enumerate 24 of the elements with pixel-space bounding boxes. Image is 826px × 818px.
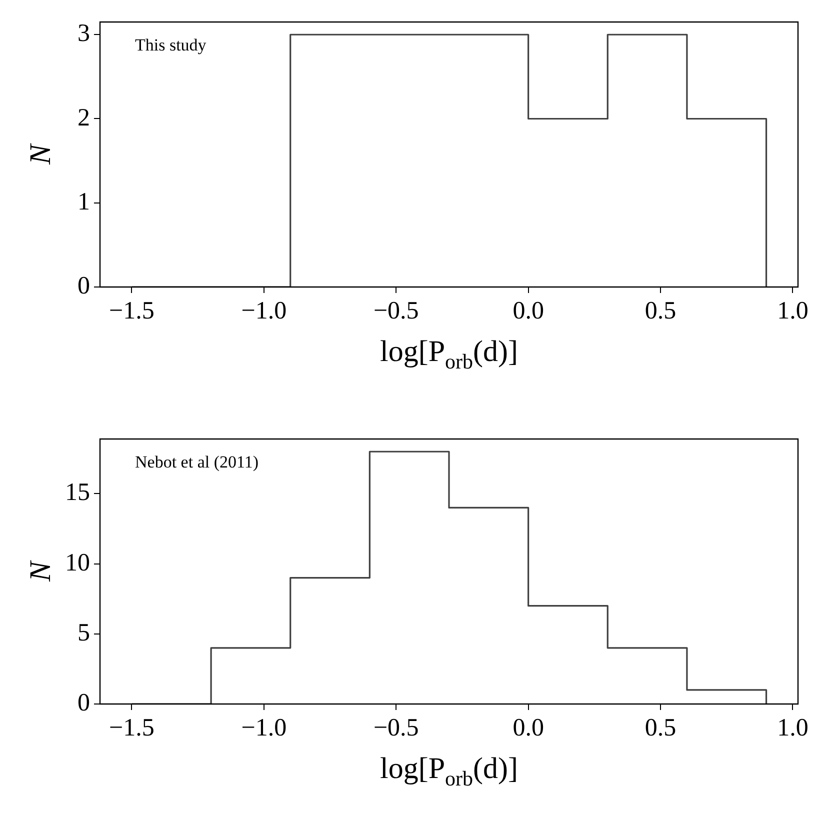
y-tick-label: 3 [78, 20, 90, 48]
x-tick-label: 0.5 [644, 714, 676, 742]
y-tick-label: 1 [78, 188, 90, 216]
y-tick-label: 0 [78, 690, 90, 717]
x-tick-label: 0.0 [512, 714, 544, 742]
x-tick-label: −0.5 [373, 714, 419, 742]
x-tick-label: 1.0 [777, 298, 808, 325]
annotation: Nebot et al (2011) [135, 452, 259, 472]
x-tick-label: −1.5 [109, 298, 154, 325]
y-tick-label: 10 [65, 549, 90, 576]
x-tick-label: 0.0 [512, 298, 544, 325]
x-tick-label: −1.0 [241, 298, 287, 325]
y-tick-label: 5 [78, 619, 90, 646]
y-axis-title: N [24, 142, 57, 166]
x-tick-label: 0.5 [644, 298, 676, 325]
annotation: This study [135, 35, 207, 54]
y-tick-label: 2 [78, 104, 90, 132]
y-tick-label: 0 [78, 272, 90, 300]
y-tick-label: 15 [65, 479, 90, 506]
x-tick-label: 1.0 [777, 714, 808, 742]
x-tick-label: −1.5 [109, 714, 154, 742]
x-tick-label: −1.0 [241, 714, 287, 742]
y-axis-title: N [24, 560, 57, 583]
x-tick-label: −0.5 [373, 298, 419, 325]
